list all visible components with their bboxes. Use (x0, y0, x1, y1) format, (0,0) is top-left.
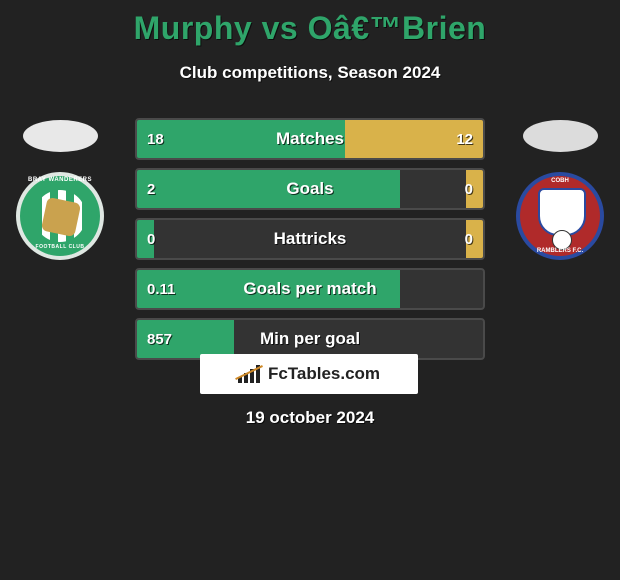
crest-right-bottom-text: RAMBLERS F.C. (520, 248, 600, 254)
stat-label: Hattricks (137, 220, 483, 258)
stat-left-value: 2 (147, 170, 155, 208)
date-text: 19 october 2024 (0, 408, 620, 428)
stat-right-value: 0 (465, 220, 473, 258)
stat-bar-left-fill (137, 120, 345, 158)
stat-left-value: 0 (147, 220, 155, 258)
page-subtitle: Club competitions, Season 2024 (0, 63, 620, 83)
stat-left-value: 857 (147, 320, 172, 358)
brand-text: FcTables.com (268, 364, 380, 384)
team-crest-right: COBH RAMBLERS F.C. (516, 172, 604, 260)
stat-left-value: 0.11 (147, 270, 175, 308)
crest-left-bottom-text: FOOTBALL CLUB (20, 244, 100, 250)
right-player-col: COBH RAMBLERS F.C. (500, 118, 620, 260)
team-crest-left: BRAY WANDERERS FOOTBALL CLUB (16, 172, 104, 260)
comparison-infographic: Murphy vs Oâ€™Brien Club competitions, S… (0, 0, 620, 580)
bars-chart-icon (238, 365, 260, 383)
left-player-col: BRAY WANDERERS FOOTBALL CLUB (0, 118, 120, 260)
crest-left-top-text: BRAY WANDERERS (20, 177, 100, 183)
stat-bar-left-fill (137, 170, 400, 208)
page-title: Murphy vs Oâ€™Brien (0, 0, 620, 47)
player-silhouette-right (523, 120, 598, 152)
stat-right-value: 0 (465, 170, 473, 208)
brand-badge: FcTables.com (200, 354, 418, 394)
player-silhouette-left (23, 120, 98, 152)
stat-left-value: 18 (147, 120, 164, 158)
crest-right-top-text: COBH (520, 178, 600, 184)
stats-column: 1812Matches20Goals00Hattricks0.11Goals p… (135, 118, 485, 368)
stat-row: 20Goals (135, 168, 485, 210)
stat-row: 1812Matches (135, 118, 485, 160)
stat-bar-left-fill (137, 270, 400, 308)
stat-row: 0.11Goals per match (135, 268, 485, 310)
stat-row: 0 0Hattricks (135, 218, 485, 260)
stat-right-value: 12 (456, 120, 473, 158)
